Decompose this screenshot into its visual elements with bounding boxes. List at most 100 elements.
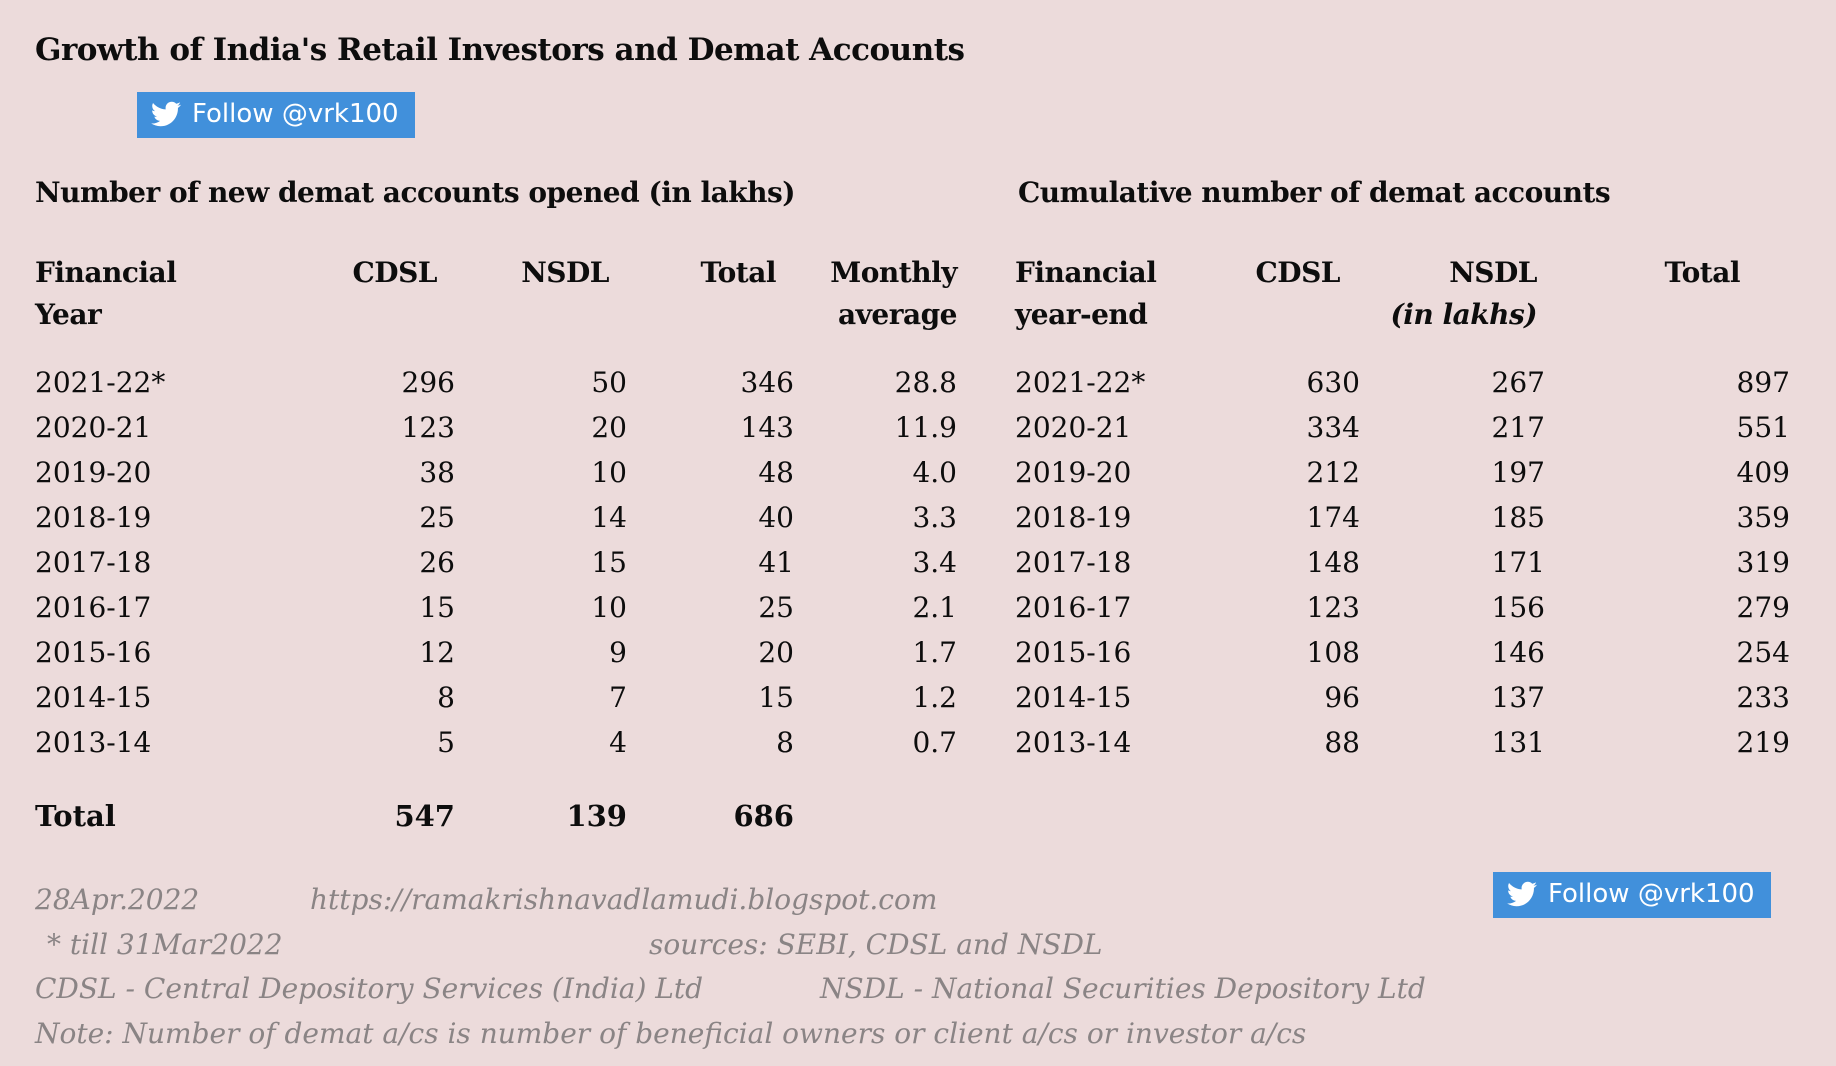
table-row: 2014-15 96 137 233 (1015, 675, 1790, 720)
footer: 28Apr.2022 https://ramakrishnavadlamudi.b… (35, 878, 1485, 1056)
table-row: 2016-17 15 10 25 2.1 (35, 585, 957, 630)
table-cell: 897 (1736, 366, 1790, 399)
table-cell: 15 (758, 681, 794, 714)
cumulative-accounts-table: Financial year-end CDSL NSDL (in lakhs) … (1015, 252, 1790, 765)
table-cell: 2017-18 (35, 546, 152, 579)
col-header-total: Total (1664, 256, 1740, 289)
table-row: 2014-15 8 7 15 1.2 (35, 675, 957, 720)
table-cell: 96 (1324, 681, 1360, 714)
table-cell: 123 (401, 411, 455, 444)
table-cell: 20 (758, 636, 794, 669)
table-row: 2017-18 26 15 41 3.4 (35, 540, 957, 585)
table-cell: 20 (591, 411, 627, 444)
table-cell: 156 (1491, 591, 1545, 624)
table-row: 2021-22* 296 50 346 28.8 (35, 360, 957, 405)
table-row: 2015-16 12 9 20 1.7 (35, 630, 957, 675)
footer-sources: sources: SEBI, CDSL and NSDL (649, 927, 1103, 961)
table-row: 2017-18 148 171 319 (1015, 540, 1790, 585)
col-header-financial-year: Financial Year (35, 256, 177, 331)
table-cell: 15 (419, 591, 455, 624)
table-cell: 346 (740, 366, 794, 399)
twitter-bird-icon (1507, 881, 1537, 907)
table-cell: 5 (437, 726, 455, 759)
table-cell: 14 (591, 501, 627, 534)
twitter-bird-icon (151, 101, 181, 127)
table-cell: 38 (419, 456, 455, 489)
footer-date: 28Apr.2022 (35, 883, 200, 916)
col-header-total: Total (700, 256, 776, 289)
table-row: 2015-16 108 146 254 (1015, 630, 1790, 675)
footer-line-2: * till 31Mar2022 sources: SEBI, CDSL and … (35, 923, 1485, 968)
right-table-title: Cumulative number of demat accounts (1018, 176, 1611, 209)
table-cell: 108 (1306, 636, 1360, 669)
table-cell: 131 (1491, 726, 1545, 759)
table-cell: 8 (437, 681, 455, 714)
table-cell: 2020-21 (1015, 411, 1132, 444)
table-cell: 197 (1491, 456, 1545, 489)
table-cell: 2015-16 (1015, 636, 1132, 669)
table-cell: 50 (591, 366, 627, 399)
table-cell: 2017-18 (1015, 546, 1132, 579)
follow-button-label: Follow @vrk100 (192, 99, 399, 129)
table-cell: 296 (401, 366, 455, 399)
table-cell: 28.8 (894, 366, 957, 399)
col-header-nsdl-in-lakhs: NSDL (in lakhs) (1390, 256, 1537, 331)
table-cell: 254 (1736, 636, 1790, 669)
table-cell: 2016-17 (1015, 591, 1132, 624)
table-cell: 2.1 (912, 591, 957, 624)
table-cell: 4.0 (912, 456, 957, 489)
table-cell: 7 (609, 681, 627, 714)
table-cell: 146 (1491, 636, 1545, 669)
table-cell: 2013-14 (1015, 726, 1132, 759)
follow-button-bottom[interactable]: Follow @vrk100 (1493, 872, 1771, 918)
table-cell: 41 (758, 546, 794, 579)
new-accounts-table: Financial Year CDSL NSDL Total Monthly a… (35, 252, 958, 833)
table-cell: 25 (419, 501, 455, 534)
table-cell: 334 (1306, 411, 1360, 444)
follow-button-label: Follow @vrk100 (1548, 879, 1755, 909)
table-cell: 2018-19 (35, 501, 152, 534)
table-cell: 143 (740, 411, 794, 444)
table-cell: 12 (419, 636, 455, 669)
table-cell: 40 (758, 501, 794, 534)
table-row: 2018-19 25 14 40 3.3 (35, 495, 957, 540)
table-cell: 10 (591, 591, 627, 624)
table-cell: 4 (609, 726, 627, 759)
footer-line-1: 28Apr.2022 https://ramakrishnavadlamudi.b… (35, 878, 1485, 923)
table-cell: 359 (1736, 501, 1790, 534)
page-title: Growth of India's Retail Investors and D… (35, 32, 965, 68)
table-cell: 279 (1736, 591, 1790, 624)
table-cell: 0.7 (912, 726, 957, 759)
footer-cdsl-definition: CDSL - Central Depository Services (Indi… (35, 972, 704, 1005)
col-header-cdsl: CDSL (352, 256, 438, 289)
table-cell: 26 (419, 546, 455, 579)
table-cell: 123 (1306, 591, 1360, 624)
col-header-nsdl: NSDL (521, 256, 609, 289)
table-cell: 1.7 (912, 636, 957, 669)
new-accounts-table-body: 2021-22* 296 50 346 28.8 2020-21 123 20 143 11.9 2… (35, 360, 957, 765)
table-row: 2019-20 38 10 48 4.0 (35, 450, 957, 495)
table-cell: 212 (1306, 456, 1360, 489)
table-cell: 409 (1736, 456, 1790, 489)
new-accounts-table-total: Total 547 139 686 (35, 765, 957, 833)
cumulative-accounts-table-header: Financial year-end CDSL NSDL (in lakhs) … (1015, 252, 1790, 360)
footer-asterisk-note: * till 31Mar2022 (47, 927, 283, 961)
table-cell: 3.3 (912, 501, 957, 534)
col-header-monthly-average: Monthly average (830, 256, 957, 331)
table-cell: 15 (591, 546, 627, 579)
footer-nsdl-definition: NSDL - National Securities Depository Lt… (820, 972, 1426, 1005)
table-row: 2020-21 123 20 143 11.9 (35, 405, 957, 450)
table-cell: 2021-22* (35, 366, 166, 399)
total-row: Total 547 139 686 (35, 765, 957, 833)
footer-line-4: Note: Number of demat a/cs is number of … (35, 1012, 1485, 1057)
table-cell: 551 (1736, 411, 1790, 444)
table-cell: 137 (1491, 681, 1545, 714)
left-table-title: Number of new demat accounts opened (in … (35, 176, 796, 209)
follow-button-top[interactable]: Follow @vrk100 (137, 92, 415, 138)
table-cell: 148 (1306, 546, 1360, 579)
table-cell: 88 (1324, 726, 1360, 759)
total-nsdl: 139 (566, 799, 627, 833)
table-row: 2019-20 212 197 409 (1015, 450, 1790, 495)
table-cell: 233 (1736, 681, 1790, 714)
